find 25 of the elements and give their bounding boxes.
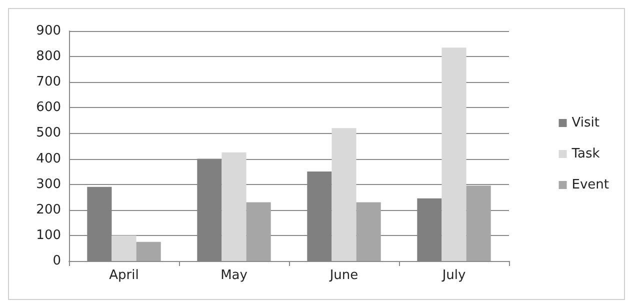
bar (466, 186, 491, 261)
y-tick-label: 600 (36, 100, 61, 116)
bar (136, 242, 161, 261)
bar (356, 202, 381, 261)
bar (332, 128, 356, 261)
x-tick-label: June (328, 268, 358, 283)
y-tick-label: 400 (36, 151, 61, 166)
x-tick-label: July (441, 268, 466, 283)
y-tick-label: 300 (36, 176, 61, 192)
y-tick-label: 0 (52, 254, 61, 268)
bar (246, 202, 271, 261)
bar (442, 48, 466, 261)
x-tick-label: April (109, 268, 139, 283)
y-tick-label: 700 (36, 74, 61, 90)
y-tick-label: 200 (36, 202, 61, 218)
bar (112, 235, 136, 261)
y-tick-label: 900 (36, 24, 61, 38)
y-tick-label: 500 (36, 126, 61, 141)
bar (222, 152, 246, 261)
y-tick-label: 100 (36, 228, 61, 243)
y-tick-label: 800 (36, 49, 61, 64)
legend-label: Event (572, 178, 610, 192)
legend-label: Task (570, 146, 600, 162)
x-tick-label: May (220, 268, 248, 283)
legend-label: Visit (572, 116, 600, 130)
